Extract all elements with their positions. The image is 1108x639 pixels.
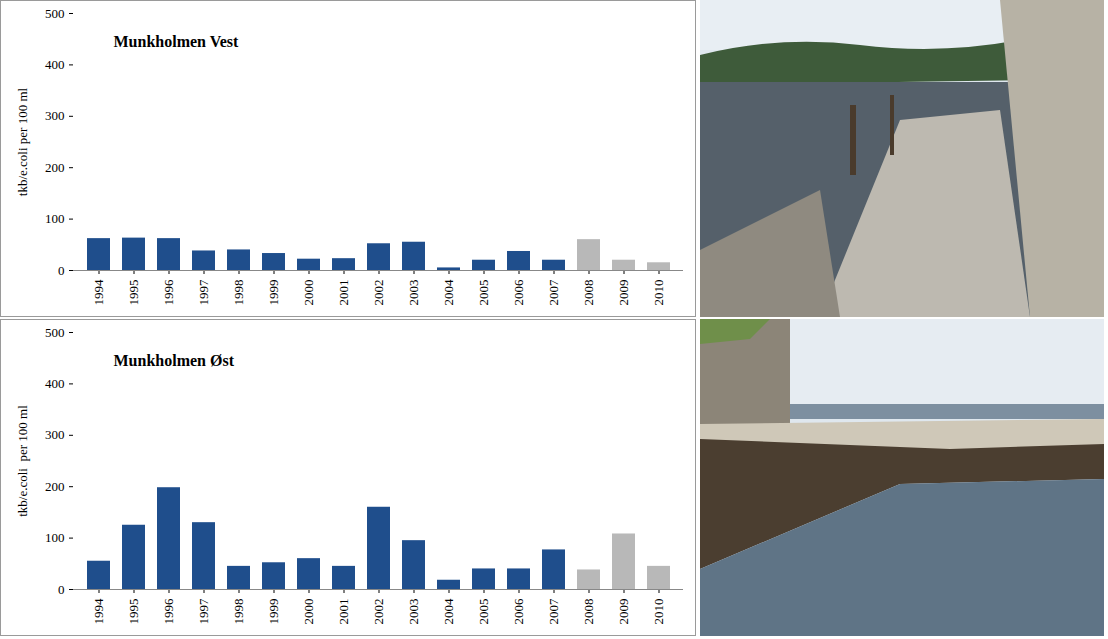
svg-text:500: 500 xyxy=(45,6,65,21)
svg-text:2008: 2008 xyxy=(581,280,596,306)
svg-text:2009: 2009 xyxy=(616,280,631,306)
svg-text:1998: 1998 xyxy=(231,599,246,625)
svg-text:2009: 2009 xyxy=(616,599,631,625)
svg-text:0: 0 xyxy=(58,263,65,278)
svg-text:1997: 1997 xyxy=(196,598,211,625)
svg-text:2002: 2002 xyxy=(371,599,386,625)
svg-text:300: 300 xyxy=(45,108,65,123)
svg-text:2006: 2006 xyxy=(511,598,526,625)
svg-text:2004: 2004 xyxy=(441,279,456,306)
svg-text:2006: 2006 xyxy=(511,279,526,306)
svg-text:1998: 1998 xyxy=(231,280,246,306)
svg-text:400: 400 xyxy=(45,57,65,72)
svg-text:2004: 2004 xyxy=(441,598,456,625)
svg-text:1996: 1996 xyxy=(161,279,176,306)
svg-text:2010: 2010 xyxy=(651,599,666,625)
svg-text:2000: 2000 xyxy=(301,599,316,625)
svg-text:2005: 2005 xyxy=(476,599,491,625)
svg-text:1996: 1996 xyxy=(161,598,176,625)
svg-text:100: 100 xyxy=(45,211,65,226)
svg-text:300: 300 xyxy=(45,427,65,442)
svg-text:100: 100 xyxy=(45,530,65,545)
svg-text:1999: 1999 xyxy=(266,280,281,306)
svg-text:1995: 1995 xyxy=(126,280,141,306)
svg-text:2005: 2005 xyxy=(476,280,491,306)
svg-text:400: 400 xyxy=(45,376,65,391)
svg-text:200: 200 xyxy=(45,479,65,494)
svg-text:200: 200 xyxy=(45,160,65,175)
svg-text:2003: 2003 xyxy=(406,599,421,625)
svg-text:1995: 1995 xyxy=(126,599,141,625)
svg-text:2010: 2010 xyxy=(651,280,666,306)
svg-text:0: 0 xyxy=(58,582,65,597)
svg-text:500: 500 xyxy=(45,325,65,340)
svg-text:2000: 2000 xyxy=(301,280,316,306)
svg-text:Munkholmen Øst: Munkholmen Øst xyxy=(114,352,235,369)
svg-text:1997: 1997 xyxy=(196,279,211,306)
svg-text:1994: 1994 xyxy=(91,279,106,306)
svg-text:2001: 2001 xyxy=(336,280,351,306)
svg-text:2007: 2007 xyxy=(546,279,561,306)
svg-text:2001: 2001 xyxy=(336,599,351,625)
svg-text:tkb/e.coli per 100 ml: tkb/e.coli per 100 ml xyxy=(15,405,30,517)
svg-text:2007: 2007 xyxy=(546,598,561,625)
svg-text:2008: 2008 xyxy=(581,599,596,625)
svg-text:1994: 1994 xyxy=(91,598,106,625)
svg-text:1999: 1999 xyxy=(266,599,281,625)
svg-text:Munkholmen Vest: Munkholmen Vest xyxy=(114,33,240,50)
svg-text:2003: 2003 xyxy=(406,280,421,306)
svg-text:tkb/e.coli per 100 ml: tkb/e.coli per 100 ml xyxy=(15,87,30,196)
svg-text:2002: 2002 xyxy=(371,280,386,306)
